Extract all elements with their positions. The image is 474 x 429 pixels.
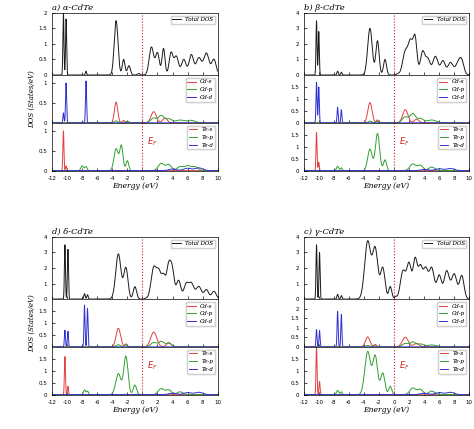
X-axis label: Energy (eV): Energy (eV) [364,406,410,414]
Legend: Cd-s, Cd-p, Cd-d: Cd-s, Cd-p, Cd-d [186,302,215,326]
Text: $\mathit{E_F}$: $\mathit{E_F}$ [147,360,158,372]
Y-axis label: DOS (States/eV): DOS (States/eV) [28,294,36,352]
Legend: Te-s, Te-p, Te-d: Te-s, Te-p, Te-d [187,126,215,149]
Legend: Total DOS: Total DOS [171,240,215,248]
Text: $\mathit{E_F}$: $\mathit{E_F}$ [147,135,158,148]
Text: d) δ-CdTe: d) δ-CdTe [52,228,93,236]
Text: $\mathit{E_F}$: $\mathit{E_F}$ [399,135,410,148]
Text: $\mathit{E_F}$: $\mathit{E_F}$ [399,360,410,372]
Legend: Te-s, Te-p, Te-d: Te-s, Te-p, Te-d [438,350,466,374]
Legend: Te-s, Te-p, Te-d: Te-s, Te-p, Te-d [187,350,215,374]
Legend: Cd-s, Cd-p, Cd-d: Cd-s, Cd-p, Cd-d [437,302,466,326]
Legend: Total DOS: Total DOS [422,15,466,24]
Legend: Te-s, Te-p, Te-d: Te-s, Te-p, Te-d [438,126,466,149]
Text: b) β-CdTe: b) β-CdTe [304,4,345,12]
Legend: Cd-s, Cd-p, Cd-d: Cd-s, Cd-p, Cd-d [437,78,466,102]
Legend: Cd-s, Cd-p, Cd-d: Cd-s, Cd-p, Cd-d [186,78,215,102]
X-axis label: Energy (eV): Energy (eV) [112,182,158,190]
Y-axis label: DOS (States/eV): DOS (States/eV) [28,70,36,128]
X-axis label: Energy (eV): Energy (eV) [364,182,410,190]
Text: a) α-CdTe: a) α-CdTe [52,4,93,12]
Legend: Total DOS: Total DOS [422,240,466,248]
Legend: Total DOS: Total DOS [171,15,215,24]
X-axis label: Energy (eV): Energy (eV) [112,406,158,414]
Text: c) γ-CdTe: c) γ-CdTe [304,228,344,236]
